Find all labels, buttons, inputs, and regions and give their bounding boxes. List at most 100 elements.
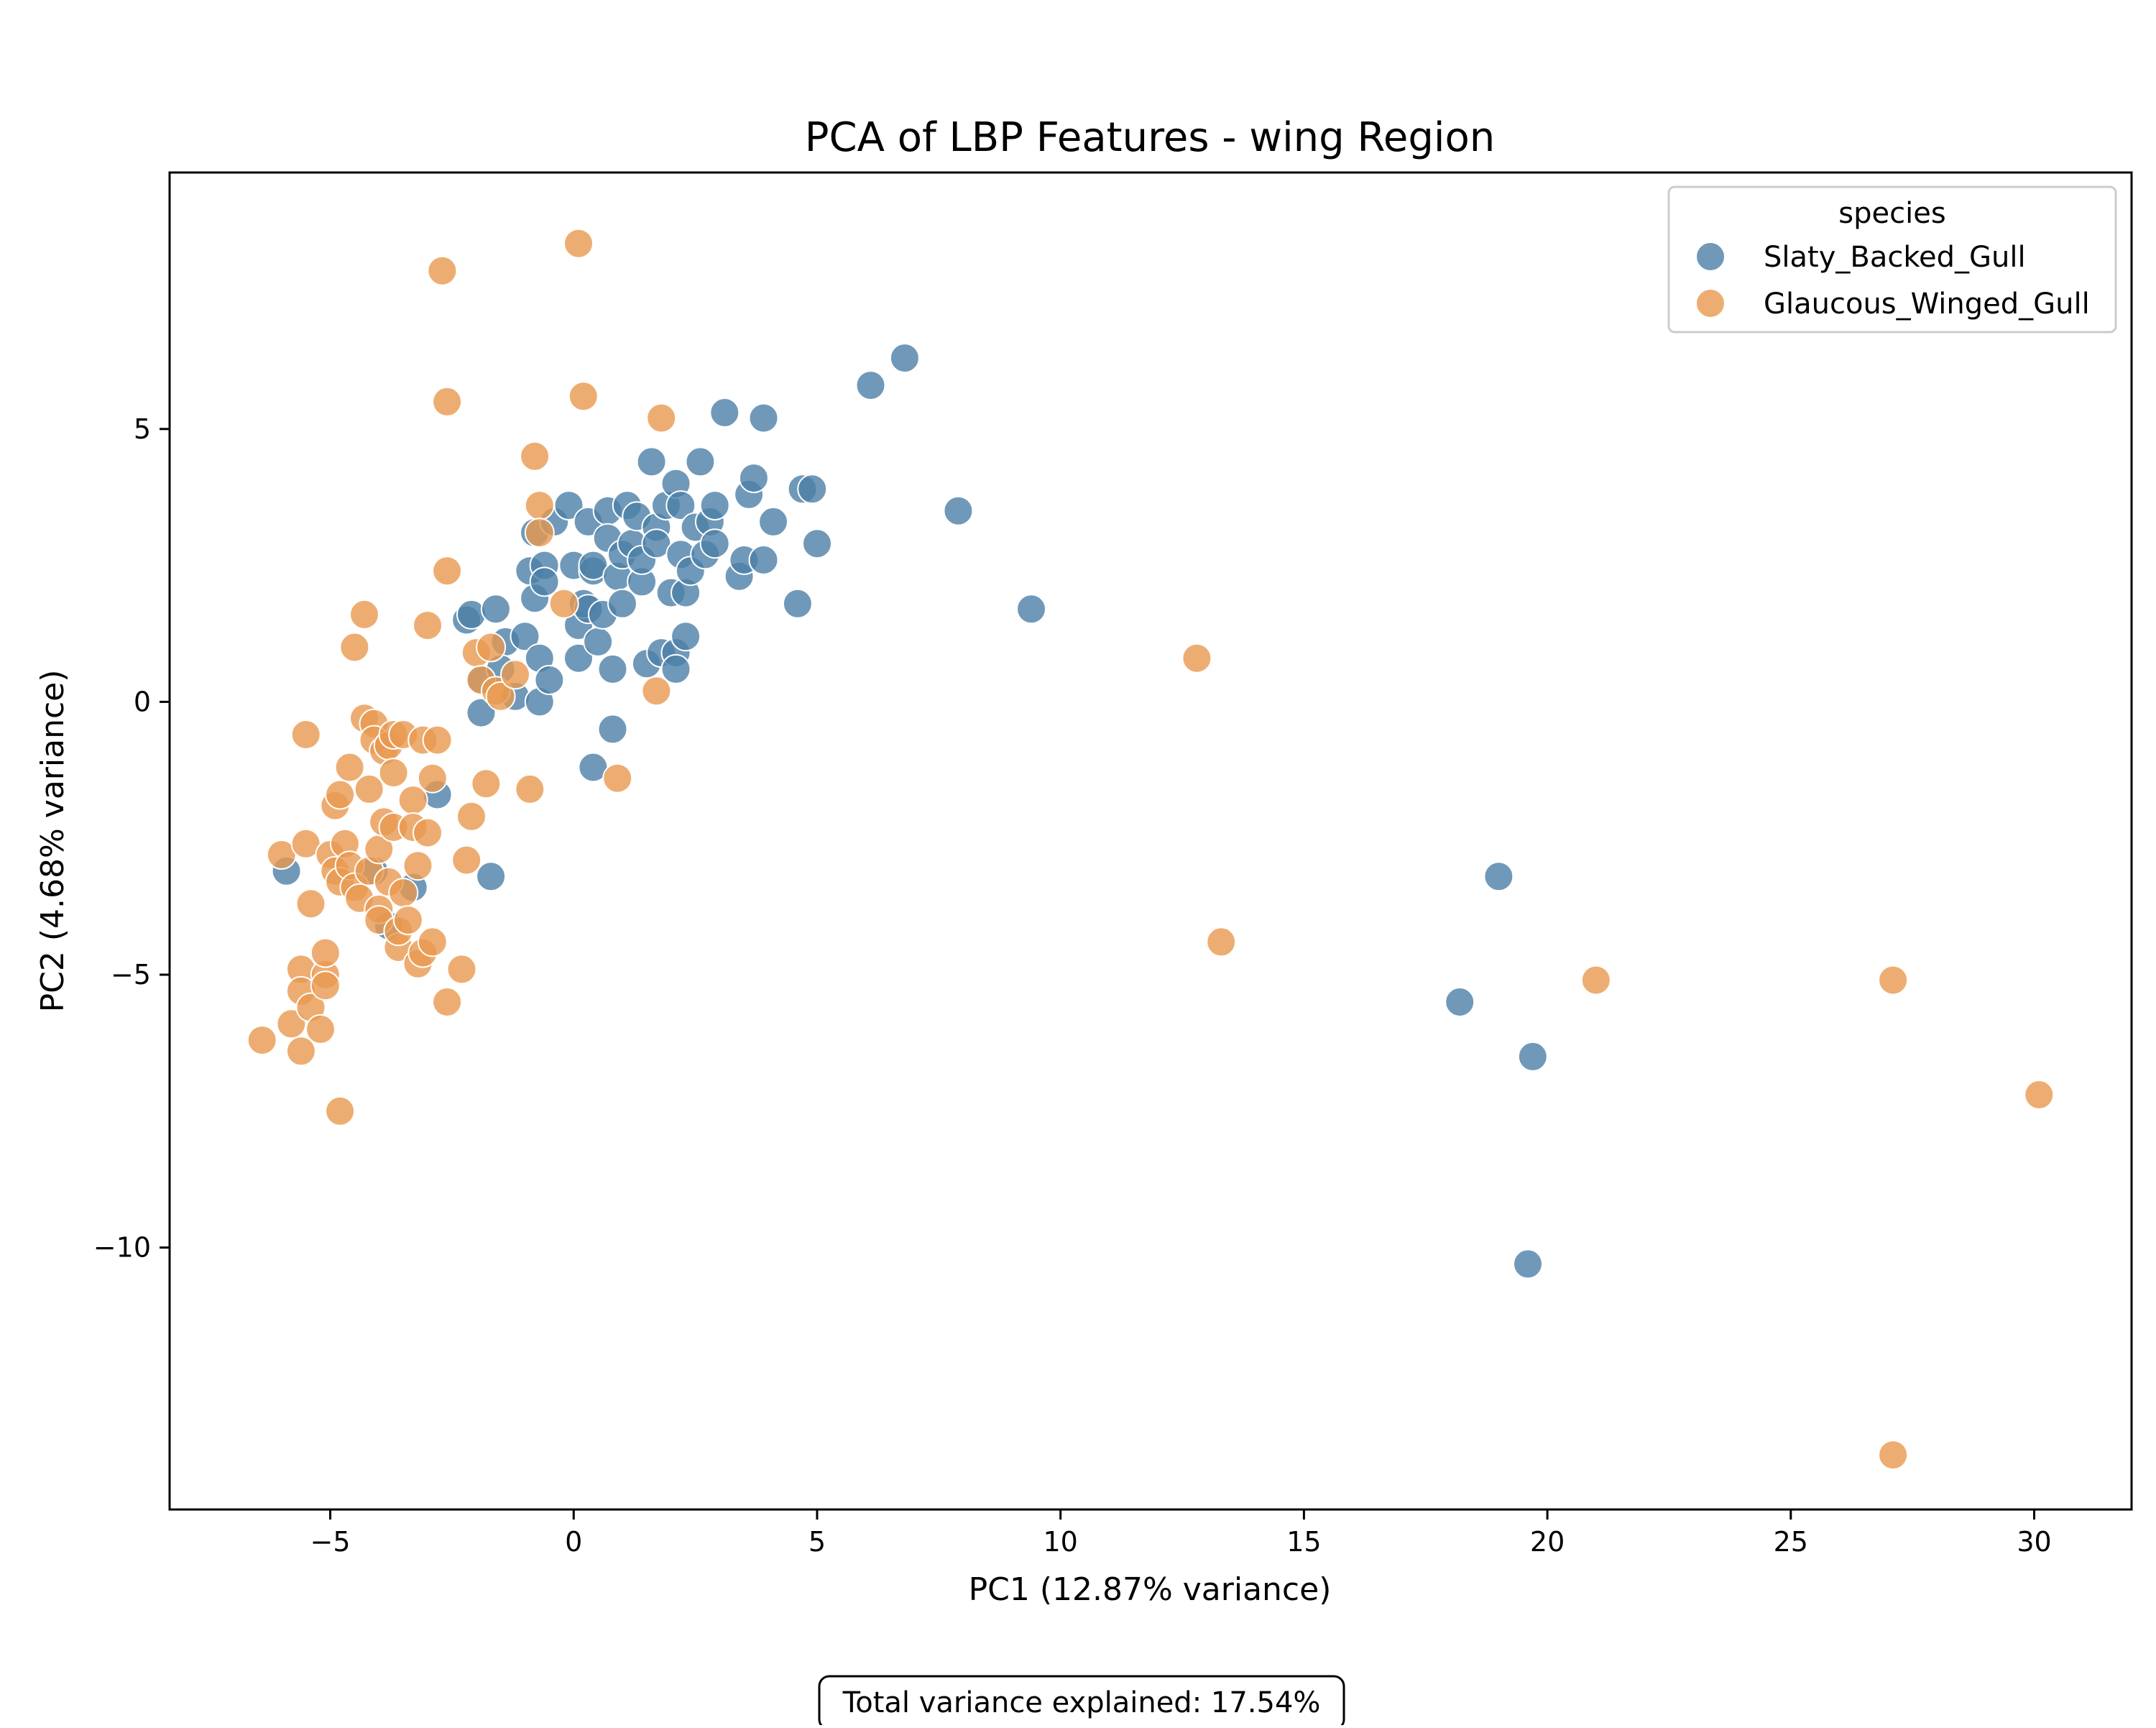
legend-title: species [1838, 197, 1945, 230]
variance-annotation: Total variance explained: 17.54% [818, 1675, 1345, 1728]
data-point-slaty-backed-gull [671, 621, 701, 652]
y-tick-label: 0 [134, 686, 151, 717]
data-point-glaucous-winged-gull [451, 845, 482, 876]
data-point-glaucous-winged-gull [310, 937, 341, 968]
data-point-glaucous-winged-gull [1181, 643, 1212, 674]
data-point-slaty-backed-gull [802, 528, 832, 559]
data-point-glaucous-winged-gull [285, 1036, 316, 1067]
data-point-glaucous-winged-gull [310, 970, 341, 1001]
data-point-slaty-backed-gull [943, 495, 974, 526]
data-point-glaucous-winged-gull [1878, 1440, 1909, 1471]
data-point-glaucous-winged-gull [1878, 965, 1909, 996]
x-axis-ticks: −5 0 5 10 15 20 25 30 [310, 1509, 2052, 1558]
x-axis-label: PC1 (12.87% variance) [969, 1571, 1332, 1608]
legend-label-glaucous-winged-gull: Glaucous_Winged_Gull [1764, 288, 2090, 321]
legend-marker-slaty-backed-gull [1695, 242, 1726, 272]
data-point-glaucous-winged-gull [485, 681, 516, 712]
data-point-glaucous-winged-gull [2024, 1080, 2055, 1110]
data-point-slaty-backed-gull [1016, 594, 1046, 625]
annotation-text: Total variance explained: 17.54% [842, 1686, 1321, 1719]
data-point-glaucous-winged-gull [276, 1008, 307, 1039]
data-point-slaty-backed-gull [1517, 1041, 1548, 1072]
data-point-slaty-backed-gull [1513, 1249, 1543, 1279]
x-tick-label: 15 [1286, 1526, 1321, 1558]
data-point-glaucous-winged-gull [471, 768, 502, 799]
data-point-slaty-backed-gull [748, 545, 779, 575]
data-point-glaucous-winged-gull [563, 228, 594, 259]
data-point-glaucous-winged-gull [432, 386, 463, 417]
data-point-glaucous-winged-gull [524, 518, 555, 548]
chart-title: PCA of LBP Features - wing Region [805, 114, 1495, 161]
data-point-slaty-backed-gull [480, 594, 511, 625]
data-point-glaucous-winged-gull [290, 720, 321, 750]
data-point-slaty-backed-gull [699, 490, 730, 521]
data-point-glaucous-winged-gull [349, 599, 379, 630]
data-point-glaucous-winged-gull [1206, 927, 1237, 957]
data-point-glaucous-winged-gull [378, 758, 409, 789]
y-tick-label: 5 [134, 413, 151, 445]
data-point-slaty-backed-gull [529, 566, 560, 597]
data-point-slaty-backed-gull [758, 506, 788, 537]
points-layer [247, 228, 2055, 1471]
data-point-glaucous-winged-gull [354, 773, 384, 804]
legend-label-slaty-backed-gull: Slaty_Backed_Gull [1764, 241, 2026, 274]
x-tick-label: 30 [2017, 1526, 2051, 1558]
y-tick-label: −5 [111, 959, 151, 991]
data-point-slaty-backed-gull [782, 588, 813, 619]
data-point-slaty-backed-gull [534, 665, 565, 695]
data-point-glaucous-winged-gull [476, 632, 507, 663]
plot-area-frame [168, 171, 2133, 1511]
data-point-slaty-backed-gull [738, 463, 769, 494]
legend: species Slaty_Backed_Gull Glaucous_Winge… [1667, 185, 2117, 334]
data-point-slaty-backed-gull [510, 621, 540, 652]
data-point-slaty-backed-gull [1445, 987, 1475, 1017]
data-point-glaucous-winged-gull [646, 403, 677, 433]
data-point-glaucous-winged-gull [602, 763, 633, 794]
data-point-slaty-backed-gull [466, 697, 497, 728]
data-point-glaucous-winged-gull [325, 779, 356, 810]
x-tick-label: 10 [1043, 1526, 1077, 1558]
data-point-glaucous-winged-gull [524, 490, 555, 521]
data-point-glaucous-winged-gull [422, 725, 453, 755]
y-tick-label: −10 [93, 1232, 151, 1264]
data-point-slaty-backed-gull [699, 528, 730, 559]
x-tick-label: 0 [565, 1526, 582, 1558]
data-point-glaucous-winged-gull [413, 610, 443, 641]
data-point-glaucous-winged-gull [388, 878, 419, 909]
data-point-glaucous-winged-gull [515, 773, 545, 804]
x-tick-label: 5 [808, 1526, 826, 1558]
legend-marker-glaucous-winged-gull [1695, 288, 1726, 318]
data-point-slaty-backed-gull [583, 626, 614, 657]
data-point-glaucous-winged-gull [568, 381, 599, 412]
data-point-slaty-backed-gull [563, 643, 594, 674]
data-point-slaty-backed-gull [685, 446, 716, 477]
data-point-slaty-backed-gull [597, 714, 628, 745]
data-point-glaucous-winged-gull [520, 441, 550, 472]
data-point-slaty-backed-gull [597, 653, 628, 684]
x-tick-label: 20 [1530, 1526, 1565, 1558]
data-point-glaucous-winged-gull [402, 850, 433, 881]
data-point-slaty-backed-gull [889, 343, 920, 374]
data-point-slaty-backed-gull [660, 653, 691, 684]
data-point-slaty-backed-gull [709, 397, 740, 428]
y-axis-label: PC2 (4.68% variance) [34, 670, 71, 1013]
data-point-glaucous-winged-gull [339, 632, 370, 663]
data-point-glaucous-winged-gull [392, 905, 423, 936]
data-point-glaucous-winged-gull [417, 763, 448, 794]
data-point-slaty-backed-gull [855, 370, 886, 401]
data-point-slaty-backed-gull [607, 588, 637, 619]
data-point-glaucous-winged-gull [548, 588, 579, 619]
x-tick-label: 25 [1774, 1526, 1808, 1558]
data-point-glaucous-winged-gull [446, 954, 477, 985]
data-point-slaty-backed-gull [1483, 861, 1514, 892]
data-point-glaucous-winged-gull [456, 801, 487, 832]
data-point-glaucous-winged-gull [417, 927, 448, 957]
data-point-glaucous-winged-gull [432, 987, 463, 1017]
annotation-frame [818, 1675, 1345, 1728]
data-point-glaucous-winged-gull [247, 1025, 277, 1056]
data-point-glaucous-winged-gull [305, 1014, 336, 1044]
data-point-glaucous-winged-gull [325, 1095, 356, 1126]
data-point-glaucous-winged-gull [427, 255, 458, 286]
